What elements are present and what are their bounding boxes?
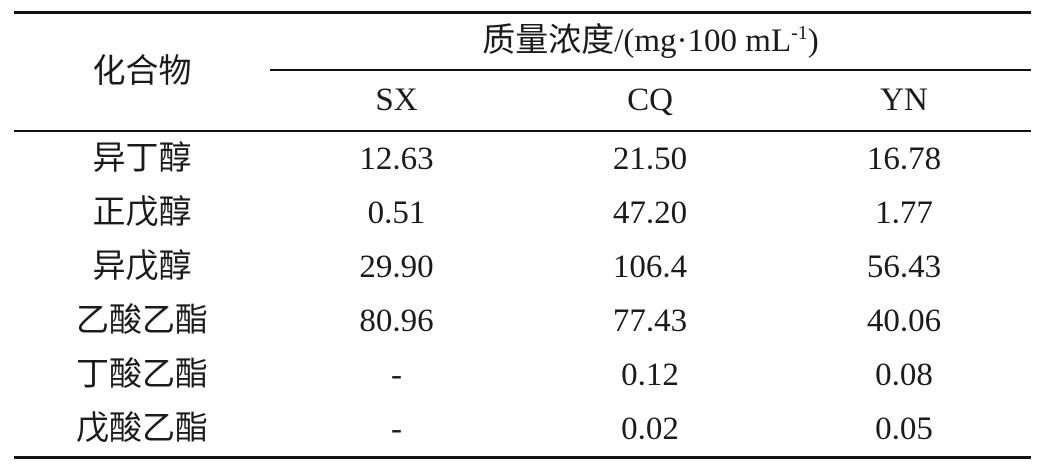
compound-name: 戊酸乙酯 [76, 410, 208, 447]
value-yn: 1.77 [875, 194, 933, 231]
table-row: 正戊醇 0.51 47.20 1.77 [14, 186, 1031, 240]
value-cq: 21.50 [612, 140, 688, 177]
value-cq: 47.20 [612, 194, 688, 231]
value-yn: 16.78 [866, 140, 942, 177]
table-row: 戊酸乙酯 - 0.02 0.05 [14, 402, 1031, 458]
value-cq: 77.43 [612, 302, 688, 339]
table-row: 异丁醇 12.63 21.50 16.78 [14, 131, 1031, 186]
value-sx: 12.63 [359, 140, 434, 177]
table-header: 化合物 质量浓度/(mg·100 mL-1) SX CQ YN [14, 12, 1032, 132]
table-header-row-group: 化合物 质量浓度/(mg·100 mL-1) [14, 12, 1032, 132]
concentration-header-close-paren: ) [807, 23, 819, 59]
compound-name: 异丁醇 [92, 140, 192, 177]
value-sx: 80.96 [359, 302, 434, 339]
value-yn: 40.06 [866, 302, 942, 339]
concentration-unit-superscript: -1 [791, 22, 808, 44]
value-cq: 0.12 [621, 356, 679, 393]
table-header-row-samples: SX CQ YN [14, 70, 1032, 132]
table-row: 丁酸乙酯 - 0.12 0.08 [14, 348, 1031, 402]
value-yn: 0.05 [875, 410, 933, 447]
value-yn: 0.08 [875, 356, 933, 393]
concentration-group-header: 质量浓度/(mg·100 mL-1) [270, 12, 1032, 71]
value-cq: 0.02 [621, 410, 679, 447]
concentration-header-text: 质量浓度/(mg·100 mL [482, 23, 792, 59]
value-yn: 56.43 [866, 248, 942, 285]
value-sx: 29.90 [359, 248, 434, 285]
column-header-yn: YN [777, 70, 1032, 132]
table-row: 异戊醇 29.90 106.4 56.43 [14, 240, 1031, 294]
value-sx: - [391, 410, 402, 447]
compound-column-header: 化合物 [14, 12, 270, 132]
compound-name: 丁酸乙酯 [76, 356, 208, 393]
value-sx: - [391, 356, 402, 393]
value-sx: 0.51 [367, 194, 426, 231]
compound-name: 正戊醇 [92, 194, 192, 231]
table-row: 乙酸乙酯 80.96 77.43 40.06 [14, 294, 1031, 348]
column-header-cq: CQ [523, 70, 777, 132]
compound-name: 乙酸乙酯 [76, 302, 208, 339]
column-header-sx: SX [270, 70, 523, 132]
table-body: 异丁醇 12.63 21.50 16.78 正戊醇 0.51 47.20 1.7… [14, 131, 1031, 458]
concentration-table: 化合物 质量浓度/(mg·100 mL-1) SX CQ YN 异丁醇 12.6… [14, 11, 1032, 459]
compound-name: 异戊醇 [92, 248, 192, 285]
value-cq: 106.4 [612, 248, 688, 285]
